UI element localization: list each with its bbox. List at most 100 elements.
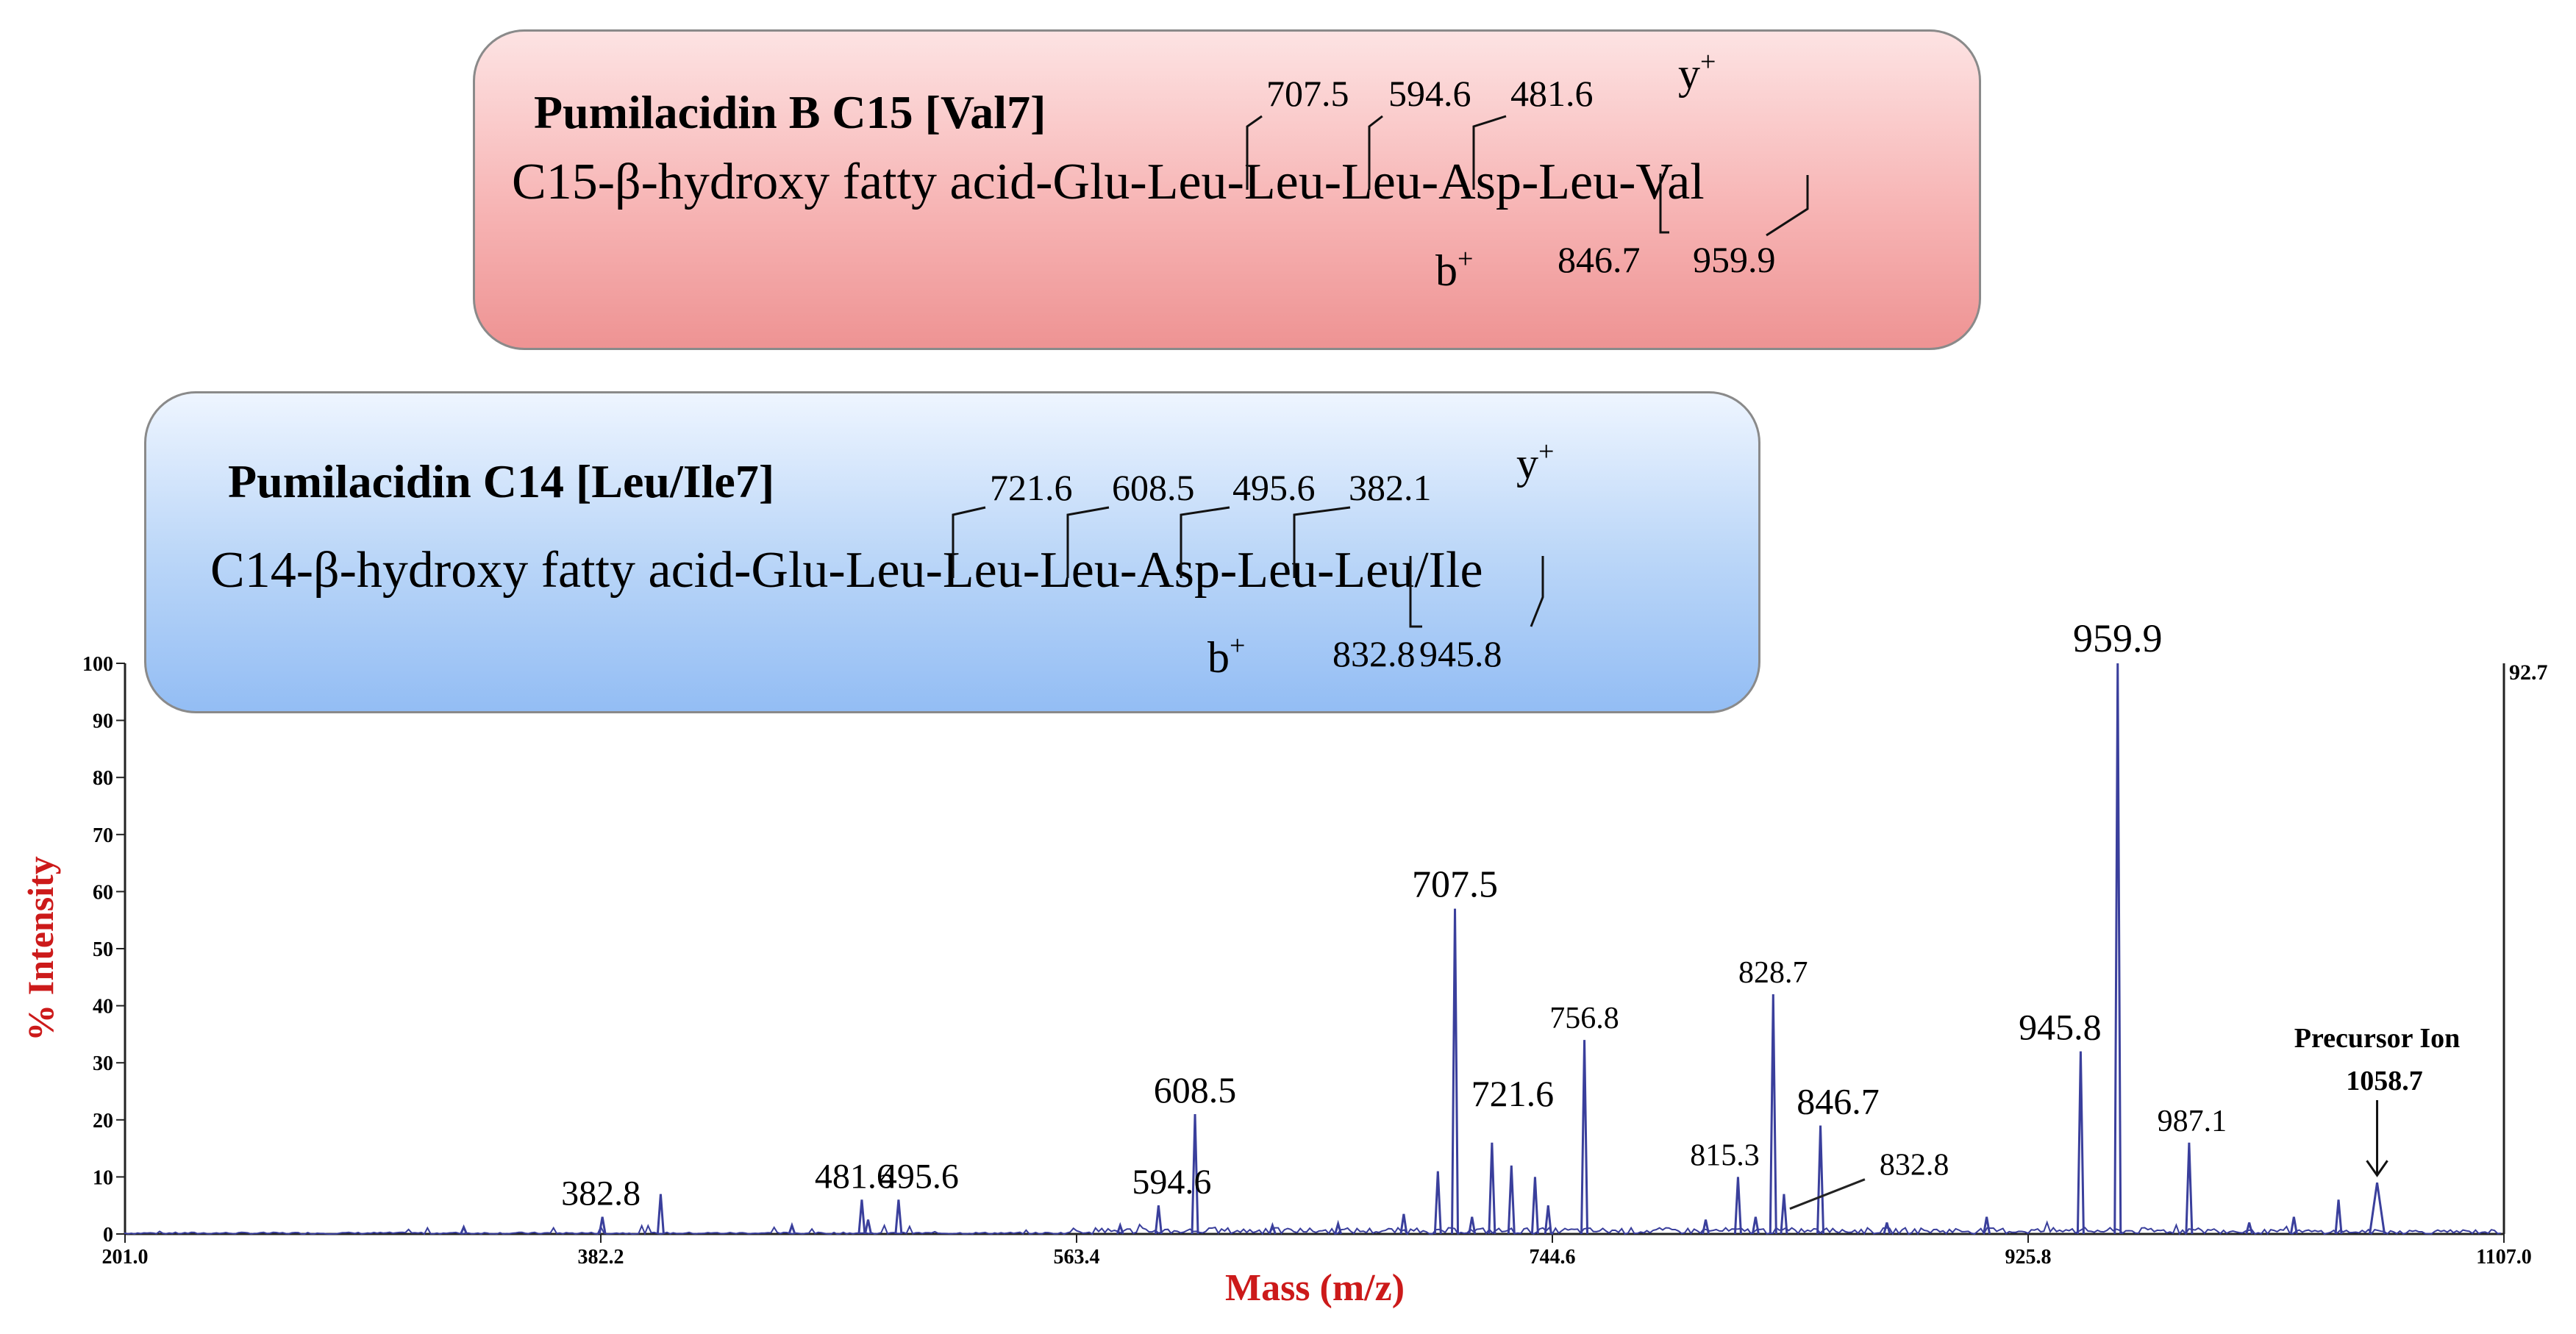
- residue-c-5: -Leu: [1220, 542, 1317, 599]
- y-tick-label: 70: [93, 824, 113, 847]
- baseline-trace: [124, 1220, 2501, 1236]
- y-ion-b-1: 594.6: [1388, 73, 1471, 114]
- y-ion-marker-c: y+: [1516, 436, 1554, 488]
- spectrum-baseline: [124, 1220, 2501, 1236]
- spectrum-peak: [2245, 1222, 2254, 1235]
- spectrum-peak: [1468, 1216, 1477, 1235]
- y-tick-label: 80: [93, 767, 113, 790]
- spectrum-peak: [1580, 1040, 1589, 1235]
- y-axis-title: % Intensity: [20, 856, 61, 1041]
- y-ion-c-1: 608.5: [1112, 467, 1195, 508]
- y-tick-label: 100: [82, 653, 113, 676]
- structure-box-pumilacidin-b: [473, 29, 1981, 350]
- spectrum-peak: [1488, 1142, 1496, 1235]
- spectrum-peak: [1751, 1216, 1760, 1235]
- residue-c-4: -Asp: [1120, 542, 1220, 599]
- structure-title-b: Pumilacidin B C15 [Val7]: [534, 86, 1046, 138]
- b-ion-c-0: 832.8: [1332, 633, 1416, 674]
- spectrum-peak: [1268, 1221, 1277, 1235]
- spectrum-peak: [1769, 994, 1777, 1235]
- spectrum-peak: [1334, 1219, 1343, 1235]
- y-tick-label: 90: [93, 710, 113, 733]
- b-ion-marker-c: b+: [1207, 630, 1245, 682]
- spectrum-peak: [2334, 1199, 2343, 1235]
- residue-b-2: -Leu: [1227, 154, 1324, 210]
- y-tick-label: 10: [93, 1166, 113, 1189]
- spectrum-peak: [894, 1199, 903, 1235]
- y-ion-c-3: 382.1: [1349, 467, 1432, 508]
- spectrum-peak: [1816, 1125, 1825, 1235]
- spectrum-peaks: [460, 663, 2386, 1235]
- x-tick-label: 1107.0: [2476, 1246, 2531, 1269]
- spectrum-peak: [1191, 1114, 1199, 1235]
- peak-leader-line: [1789, 1178, 1866, 1210]
- spectrum-peak: [2185, 1142, 2194, 1235]
- precursor-arrow-head-icon: [2366, 1160, 2388, 1177]
- spectrum-peak: [1780, 1194, 1788, 1235]
- y-tick-label: 20: [93, 1110, 113, 1133]
- peak-label: 721.6: [1471, 1073, 1555, 1114]
- b-ion-marker-b: b+: [1435, 243, 1473, 295]
- y-tick-label: 50: [93, 938, 113, 961]
- residue-c-1: -Leu: [828, 542, 925, 599]
- x-tick-label: 744.6: [1530, 1246, 1576, 1269]
- spectrum-peak: [656, 1194, 665, 1235]
- spectrum-peak: [2289, 1216, 2298, 1235]
- structure-sequence-b: C15-β-hydroxy fatty acid-Glu-Leu-Leu-Leu…: [512, 154, 1705, 210]
- spectrum-peak: [1154, 1205, 1163, 1235]
- residue-b-1: -Leu: [1130, 154, 1227, 210]
- spectrum-peak: [1399, 1213, 1408, 1235]
- fragment-brackets-c: [952, 506, 1544, 628]
- peak-label: 945.8: [2019, 1007, 2102, 1048]
- peak-label: 959.9: [2073, 616, 2163, 660]
- peak-label: 495.6: [880, 1157, 959, 1196]
- y-ion-marker-b: y+: [1678, 46, 1716, 98]
- spectrum-peak: [1883, 1222, 1891, 1235]
- spectrum-peak: [1451, 908, 1460, 1235]
- peak-label: 707.5: [1412, 864, 1498, 906]
- spectrum-peak: [1544, 1205, 1552, 1235]
- residue-c-0: C14-β-hydroxy fatty acid-Glu: [210, 542, 828, 599]
- peak-label: 846.7: [1797, 1081, 1880, 1122]
- precursor-label: Precursor Ion: [2294, 1023, 2461, 1054]
- spectrum-peak: [2369, 1182, 2386, 1235]
- axis-ticks: 0 10 20 30 40 50 60 70 80 90 100 201.0 382.2 563.4 744…: [82, 653, 2532, 1269]
- residue-b-4: -Leu: [1521, 154, 1619, 210]
- peak-label: 594.6: [1132, 1163, 1211, 1202]
- y-tick-label: 40: [93, 996, 113, 1019]
- structure-b-text: Pumilacidin B C15 [Val7] C15-β-hydroxy f…: [512, 46, 1809, 295]
- structure-c-text: Pumilacidin C14 [Leu/Ile7] C14-β-hydroxy…: [210, 436, 1554, 682]
- residue-c-3: -Leu: [1023, 542, 1120, 599]
- spectrum-peak: [1983, 1216, 1991, 1235]
- spectrum-peak: [1702, 1219, 1710, 1235]
- x-tick-label: 925.8: [2005, 1246, 2052, 1269]
- x-tick-label: 563.4: [1054, 1246, 1100, 1269]
- peak-label: 481.6: [815, 1157, 894, 1196]
- peak-label: 815.3: [1690, 1138, 1760, 1172]
- peak-label: 756.8: [1549, 1002, 1619, 1035]
- y-tick-label: 0: [103, 1224, 113, 1246]
- chart-axes: 92.7 % Intensity Mass (m/z): [20, 660, 2548, 1309]
- y-ion-c-2: 495.6: [1232, 467, 1316, 508]
- peak-label: 987.1: [2158, 1105, 2227, 1138]
- y-tick-label: 30: [93, 1052, 113, 1075]
- b-ion-c-1: 945.8: [1419, 633, 1502, 674]
- y-ion-c-0: 721.6: [990, 467, 1073, 508]
- spectrum-peak: [864, 1219, 872, 1235]
- y-ion-b-2: 481.6: [1510, 73, 1594, 114]
- spectrum-peak: [2113, 663, 2122, 1235]
- residue-b-3: -Leu-Asp: [1324, 154, 1521, 210]
- x-tick-label: 382.2: [578, 1246, 624, 1269]
- b-ion-b-0: 846.7: [1558, 239, 1641, 280]
- residue-c-6: -Leu/Ile: [1317, 542, 1483, 599]
- structure-sequence-c: C14-β-hydroxy fatty acid-Glu-Leu-Leu-Leu…: [210, 542, 1483, 599]
- spectrum-peak: [460, 1224, 468, 1235]
- x-tick-label: 201.0: [102, 1246, 149, 1269]
- precursor-annotation: Precursor Ion 1058.7: [2294, 1023, 2461, 1177]
- spectrum-peak: [1507, 1165, 1516, 1235]
- peak-label: 382.8: [561, 1174, 641, 1213]
- peak-label: 828.7: [1738, 956, 1808, 990]
- precursor-value: 1058.7: [2346, 1066, 2423, 1096]
